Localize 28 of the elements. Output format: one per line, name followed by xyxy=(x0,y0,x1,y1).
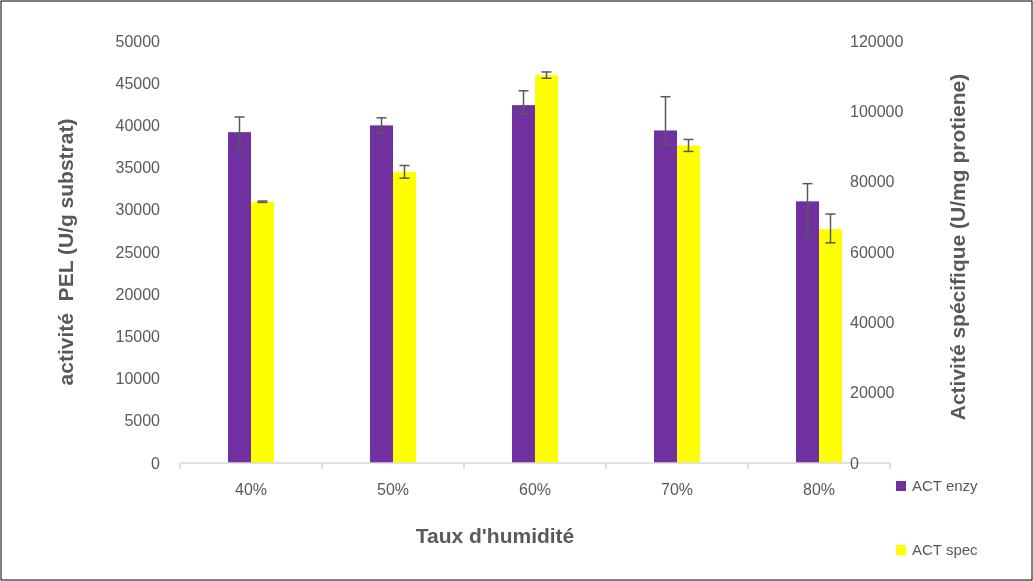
y-tick-label: 45000 xyxy=(115,74,161,92)
legend-label: ACT spec xyxy=(912,541,979,559)
x-tick-label: 40% xyxy=(234,481,268,498)
y-tick-label: 50000 xyxy=(115,32,161,50)
y-tick-label: 0 xyxy=(151,454,161,472)
x-tick-label: 70% xyxy=(660,481,694,498)
y-tick-label: 35000 xyxy=(115,159,161,177)
y2-tick-label: 100000 xyxy=(850,102,904,120)
legend-label: ACT enzy xyxy=(912,477,979,495)
y-tick-label: 10000 xyxy=(115,370,161,388)
y2-axis-title: Activité spécifique (U/mg protiene) xyxy=(946,73,969,421)
y2-tick-label: 80000 xyxy=(850,173,895,191)
x-tick-label: 50% xyxy=(376,481,410,498)
x-tick-label: 80% xyxy=(802,481,836,498)
x-tick-label: 60% xyxy=(518,481,552,498)
y2-tick-label: 40000 xyxy=(850,313,895,331)
y2-tick-label: 20000 xyxy=(850,384,895,402)
y2-tick-label: 60000 xyxy=(850,243,895,261)
y-tick-label: 20000 xyxy=(115,285,161,303)
y-tick-label: 40000 xyxy=(115,117,161,134)
y2-tick-label: 120000 xyxy=(850,32,904,50)
y-axis-title: activité PEL (U/g substrat) xyxy=(54,118,77,386)
x-axis-title: Taux d'humidité xyxy=(415,524,575,547)
y-tick-label: 25000 xyxy=(115,243,161,261)
y2-tick-label: 0 xyxy=(850,454,859,472)
y-tick-label: 15000 xyxy=(115,328,161,345)
y-tick-label: 30000 xyxy=(115,201,161,219)
y-tick-label: 5000 xyxy=(124,412,161,430)
